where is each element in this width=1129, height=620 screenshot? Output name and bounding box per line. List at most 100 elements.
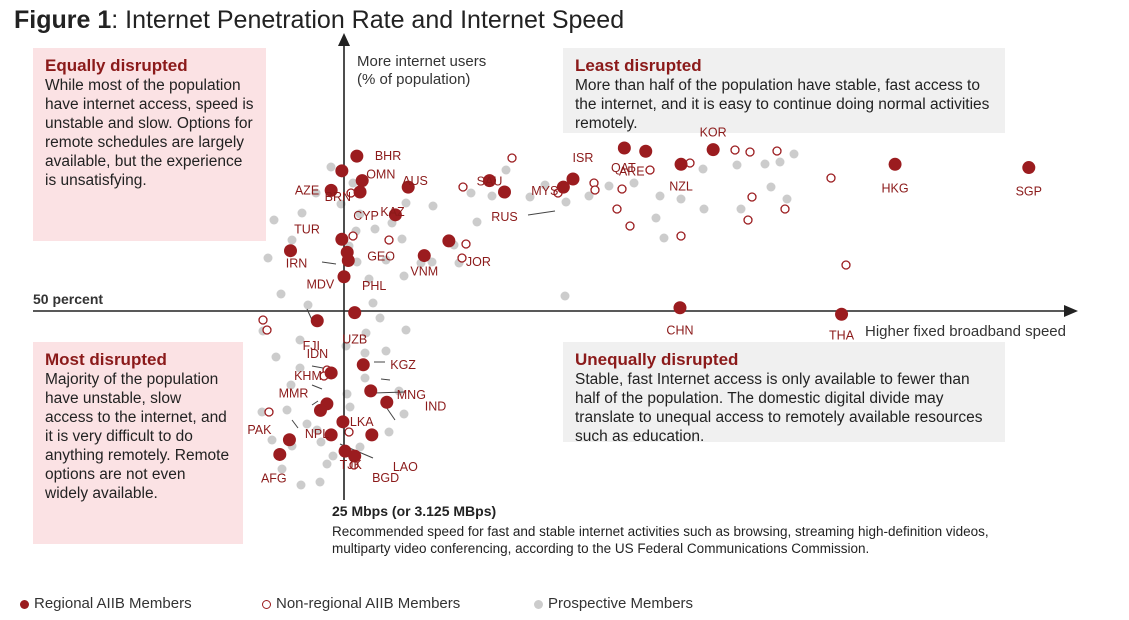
data-point-lao (365, 428, 379, 442)
leader-line-mmr (311, 400, 319, 406)
leader-line-idn (311, 365, 324, 369)
prospective-point (540, 180, 550, 190)
legend-item-nonregional: Non-regional AIIB Members (262, 595, 460, 612)
prospective-point (286, 380, 296, 390)
prospective-point (282, 405, 292, 415)
point-label-isr: ISR (573, 151, 594, 165)
quadrant-unequally-disrupted: Unequally disrupted Stable, fast Interne… (563, 342, 1005, 445)
prospective-point (355, 209, 365, 219)
data-point-bgd (338, 444, 352, 458)
data-point-tha (835, 307, 849, 321)
prospective-point (360, 373, 370, 383)
nonregional-point (617, 184, 627, 194)
point-label-aus: AUS (402, 174, 428, 188)
nonregional-point (841, 260, 851, 270)
quadrant-body: While most of the population have intern… (45, 77, 254, 189)
prospective-point (381, 255, 391, 265)
quadrant-body: More than half of the population have st… (575, 77, 990, 132)
quadrant-body: Stable, fast Internet access is only ava… (575, 371, 983, 445)
point-label-mdv: MDV (306, 277, 334, 291)
prospective-point (472, 217, 482, 227)
y-axis-label-line1: More internet users (357, 53, 487, 70)
data-point-tjk (348, 449, 362, 463)
nonregional-point (676, 231, 686, 241)
fifty-percent-threshold-label: 50 percent (33, 291, 104, 307)
point-label-pak: PAK (247, 423, 272, 437)
data-point-ind (380, 395, 394, 409)
point-label-cyp: CYP (353, 209, 379, 223)
data-point-hkg (888, 157, 902, 171)
prospective-point (604, 181, 614, 191)
prospective-point (295, 335, 305, 345)
prospective-point (263, 253, 273, 263)
data-point-uzb (348, 306, 362, 320)
nonregional-point (730, 145, 740, 155)
nonregional-point (264, 407, 274, 417)
nonregional-point (826, 173, 836, 183)
point-label-aze: AZE (295, 183, 319, 197)
data-point-chn (673, 301, 687, 315)
point-label-lao: LAO (393, 460, 418, 474)
nonregional-point (344, 427, 354, 437)
prospective-point (316, 437, 326, 447)
prospective-point (267, 435, 277, 445)
x-axis-label: Higher fixed broadband speed (865, 323, 1066, 340)
data-point-qat (617, 141, 631, 155)
prospective-point (345, 402, 355, 412)
legend-item-regional: Regional AIIB Members (20, 595, 192, 612)
data-point-are (639, 144, 653, 158)
leader-line-fji (306, 308, 313, 321)
quadrant-title: Unequally disrupted (575, 350, 739, 369)
prospective-point (401, 325, 411, 335)
prospective-point (355, 442, 365, 452)
prospective-point (560, 291, 570, 301)
prospective-point (328, 451, 338, 461)
point-label-sgp: SGP (1016, 185, 1042, 199)
prospective-point (326, 162, 336, 172)
quadrant-least-disrupted: Least disrupted More than half of the po… (563, 48, 1005, 133)
data-point-afg (273, 447, 287, 461)
nonregional-point (461, 239, 471, 249)
data-point-lka (336, 415, 350, 429)
point-label-kaz: KAZ (380, 205, 405, 219)
nonregional-point (590, 185, 600, 195)
grey-circle-icon (534, 599, 543, 609)
filled-circle-icon (20, 599, 29, 609)
data-point-tur (335, 232, 349, 246)
data-point-mys (556, 180, 570, 194)
quadrant-most-disrupted: Most disrupted Majority of the populatio… (33, 342, 243, 544)
quadrant-title: Least disrupted (575, 56, 702, 75)
prospective-point (525, 192, 535, 202)
x-axis-arrow-icon (1064, 305, 1078, 317)
prospective-point (399, 271, 409, 281)
data-point-jor (442, 234, 456, 248)
prospective-point (736, 204, 746, 214)
nonregional-point (745, 147, 755, 157)
point-label-geo: GEO (367, 249, 395, 263)
prospective-point (276, 289, 286, 299)
point-label-fji: FJI (303, 339, 320, 353)
data-point-omn (355, 174, 369, 188)
data-point-fji (310, 314, 324, 328)
prospective-point (651, 213, 661, 223)
prospective-point (399, 409, 409, 419)
figure-number: Figure 1 (14, 6, 112, 34)
nonregional-point (458, 182, 468, 192)
point-label-tha: THA (829, 328, 855, 342)
prospective-point (311, 188, 321, 198)
prospective-point (315, 477, 325, 487)
regional-points (273, 141, 1036, 463)
prospective-point (271, 352, 281, 362)
prospective-point (368, 298, 378, 308)
prospective-point (655, 191, 665, 201)
nonregional-point (457, 253, 467, 263)
leader-line-tur (321, 261, 337, 265)
nonregional-point (384, 235, 394, 245)
data-point-bhr (350, 149, 364, 163)
prospective-point (766, 182, 776, 192)
prospective-point (322, 459, 332, 469)
data-point-rus (498, 185, 511, 199)
nonregional-point (612, 204, 622, 214)
prospective-point (789, 149, 799, 159)
prospective-point (501, 165, 511, 175)
